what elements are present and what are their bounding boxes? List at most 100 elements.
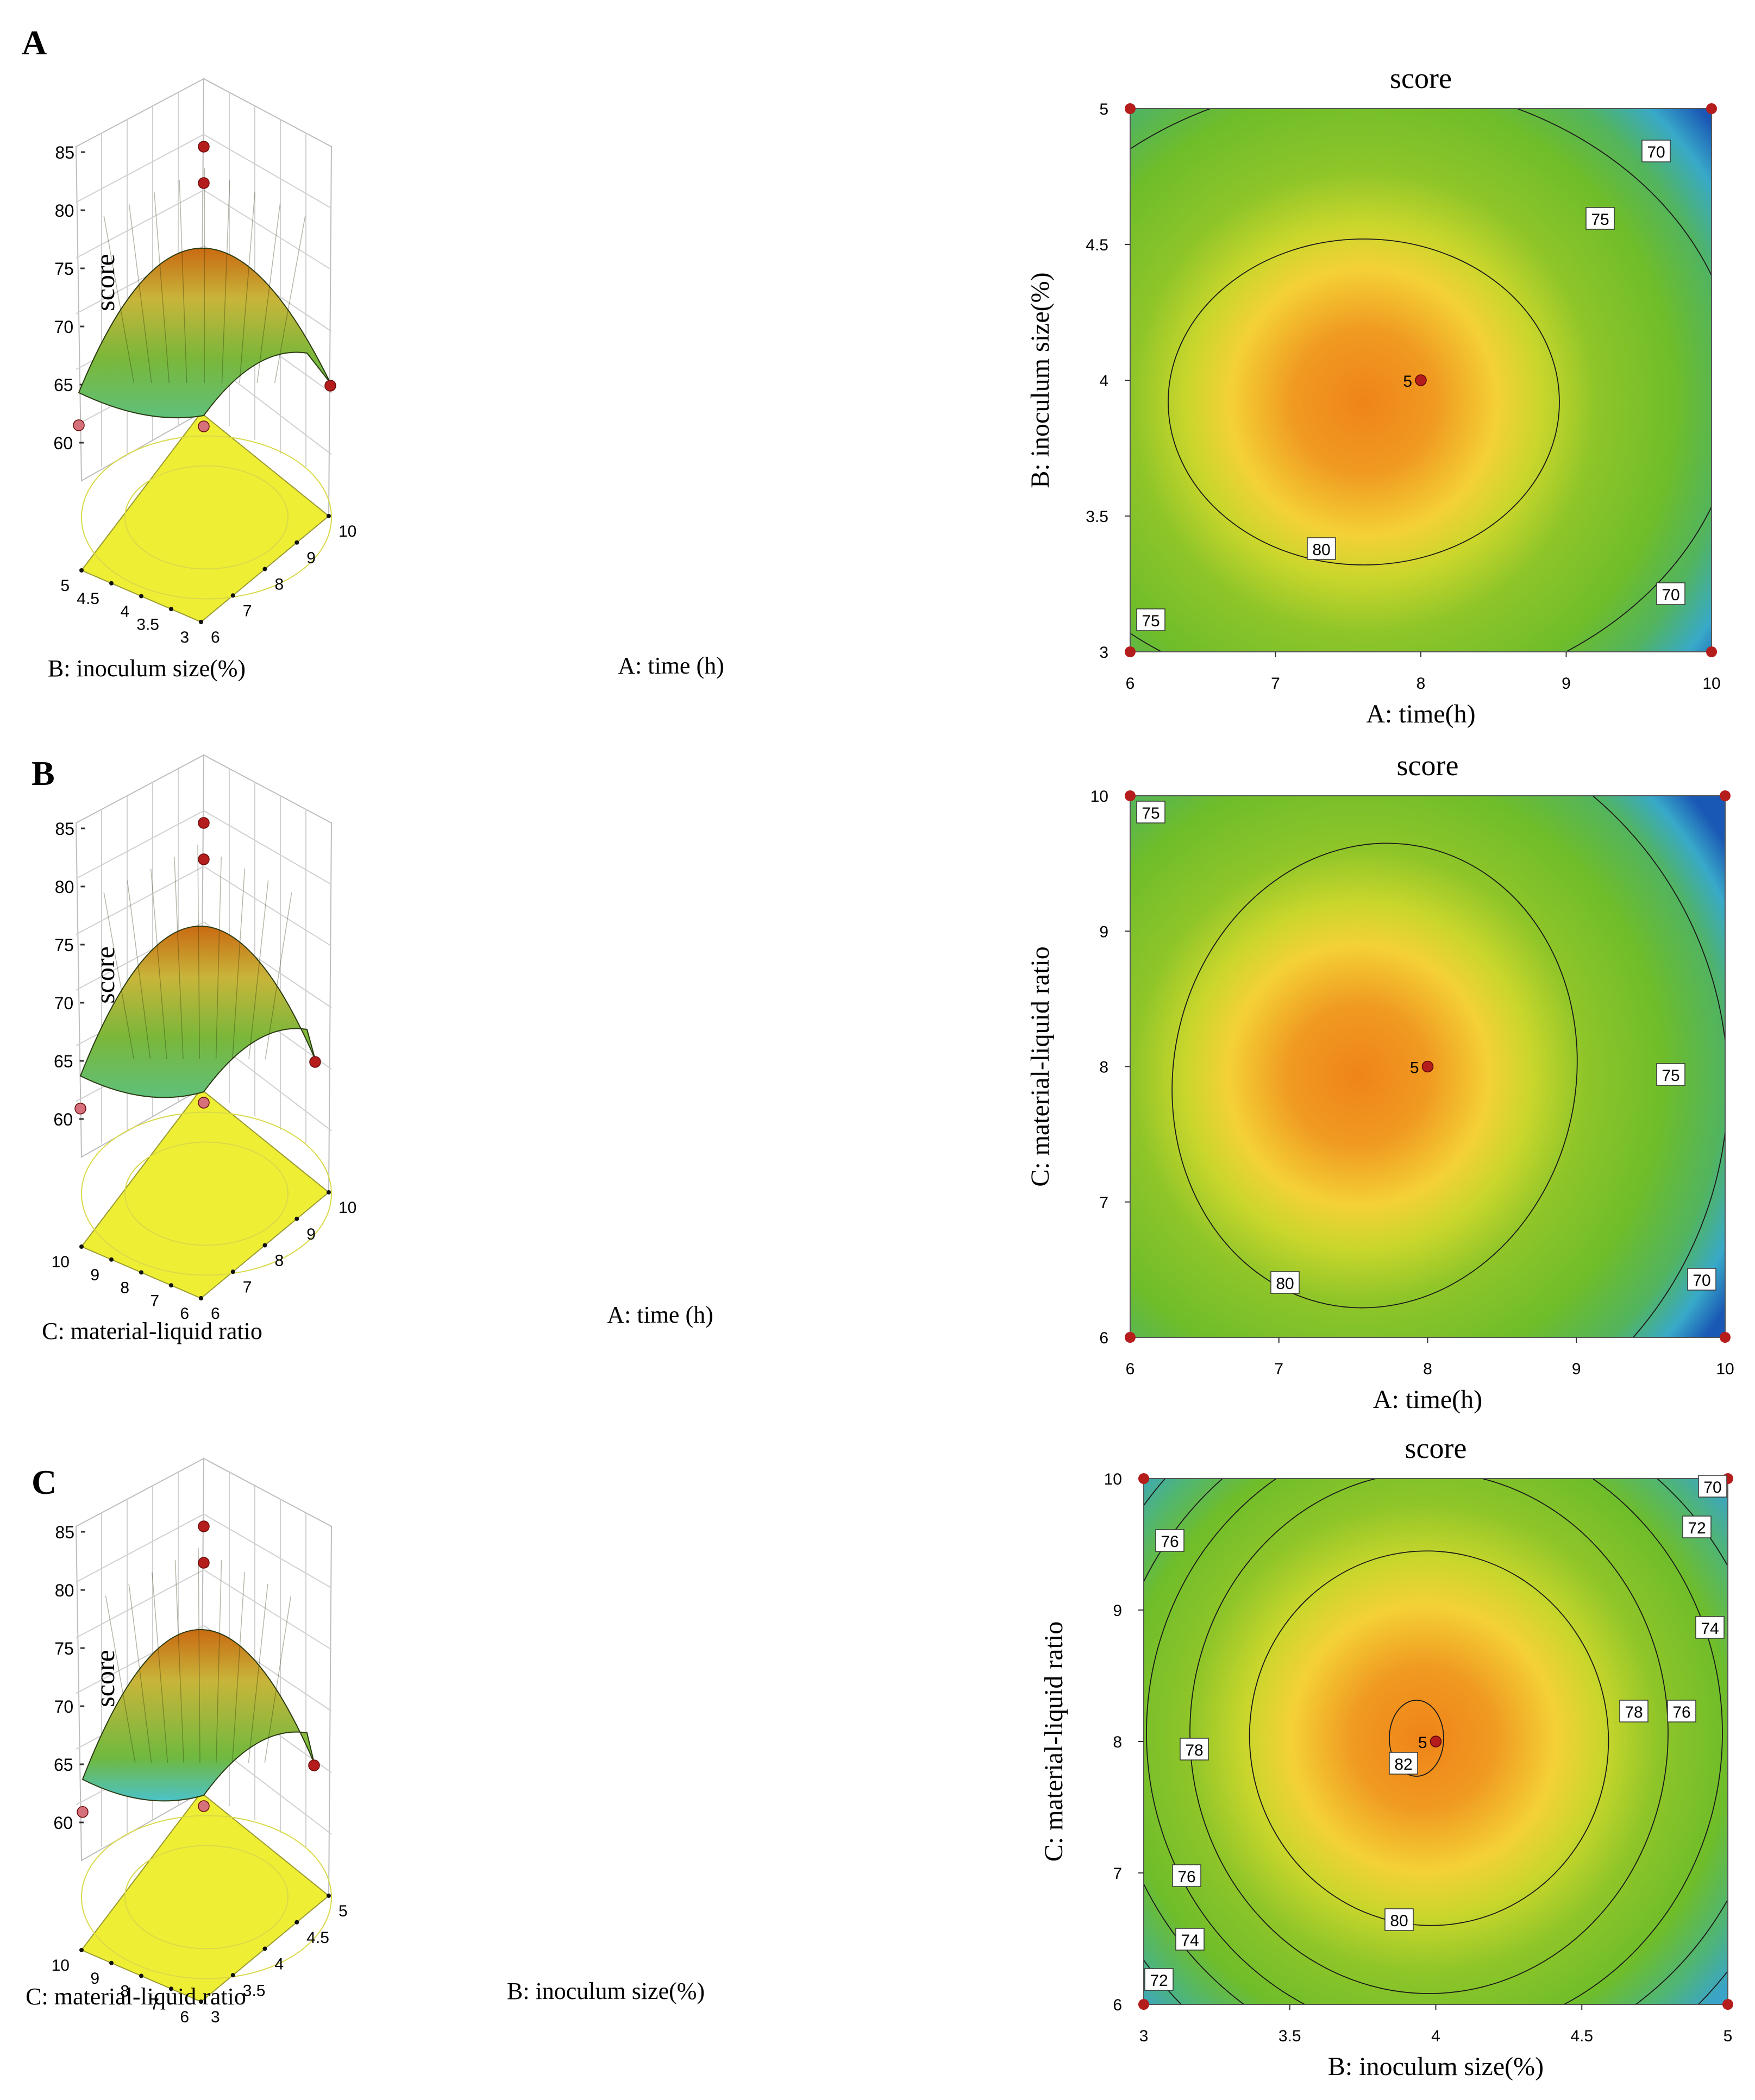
surface-plot-b: 60 65 70 75 80 85 score 6 7 8 9 10 6 7 8 9 10 A: time (h)… bbox=[42, 754, 713, 1344]
contour-label: 80 bbox=[1384, 1908, 1414, 1931]
center-point bbox=[1415, 374, 1427, 386]
x-tick-label: 9 bbox=[306, 1225, 316, 1243]
contour-label-box bbox=[1641, 140, 1671, 162]
mesh-line bbox=[221, 180, 230, 383]
y-tick-label: 4.5 bbox=[77, 590, 99, 608]
contour-label-box bbox=[1695, 1616, 1725, 1639]
x-axis-title: A: time (h) bbox=[607, 1302, 713, 1328]
mesh-line bbox=[274, 216, 306, 383]
contour-label-box bbox=[1180, 1738, 1209, 1761]
y-axis-title: C: material-liquid ratio bbox=[1039, 1621, 1068, 1862]
x-axis-title: B: inoculum size(%) bbox=[507, 1978, 705, 2004]
z-tick-label: 85 bbox=[55, 143, 74, 162]
mesh-line bbox=[103, 892, 135, 1060]
contour-label-text: 76 bbox=[1672, 1703, 1690, 1721]
mesh-line bbox=[232, 868, 246, 1060]
contour-label: 70 bbox=[1698, 1475, 1727, 1498]
y-tick-label: 10 bbox=[52, 1253, 70, 1271]
x-tick bbox=[262, 1946, 267, 1951]
y-tick-label: 6 bbox=[1099, 1329, 1108, 1347]
response-surface bbox=[79, 926, 316, 1098]
contour-label: 78 bbox=[1619, 1700, 1649, 1722]
x-tick-label: 4 bbox=[275, 1956, 284, 1973]
mesh-line bbox=[215, 856, 222, 1060]
mesh-line bbox=[231, 1571, 245, 1763]
design-point bbox=[198, 177, 210, 189]
z-axis-title: score bbox=[90, 254, 120, 311]
design-point bbox=[1138, 1999, 1149, 2010]
floor-contour bbox=[81, 1111, 332, 1276]
contour-label-text: 75 bbox=[1662, 1067, 1679, 1085]
grid-line bbox=[203, 134, 332, 209]
contour-label: 70 bbox=[1656, 582, 1685, 605]
y-tick-label: 8 bbox=[1113, 1733, 1122, 1751]
x-tick bbox=[327, 1190, 331, 1194]
x-tick bbox=[199, 620, 203, 624]
contour-label: 76 bbox=[1667, 1700, 1696, 1722]
design-point bbox=[198, 1557, 210, 1569]
contour-label-box bbox=[1656, 582, 1685, 605]
grid-line bbox=[203, 866, 332, 947]
response-surface bbox=[78, 247, 331, 419]
contour-label: 74 bbox=[1175, 1928, 1205, 1951]
contour-label: 70 bbox=[1687, 1268, 1716, 1291]
x-tick bbox=[199, 1296, 203, 1300]
x-tick bbox=[199, 2000, 203, 2004]
y-axis-title: C: material-liquid ratio bbox=[1026, 946, 1055, 1187]
contour-label-text: 76 bbox=[1177, 1868, 1195, 1886]
floor-contour bbox=[81, 435, 332, 600]
contour-line bbox=[1249, 1550, 1609, 1926]
y-tick bbox=[169, 1986, 173, 1991]
contour-line bbox=[1171, 842, 1578, 1309]
contour-label-text: 80 bbox=[1390, 1912, 1408, 1930]
y-tick-label: 7 bbox=[1099, 1194, 1108, 1212]
response-surface bbox=[82, 1629, 315, 1802]
x-tick-label: 4.5 bbox=[1570, 2027, 1593, 2045]
x-tick-label: 3.5 bbox=[1278, 2027, 1301, 2045]
x-tick-label: 10 bbox=[339, 1199, 356, 1217]
center-point-count: 5 bbox=[1403, 373, 1412, 391]
y-tick bbox=[79, 1948, 84, 1952]
y-axis-title: B: inoculum size(%) bbox=[48, 655, 246, 682]
mesh-line bbox=[216, 1560, 222, 1763]
center-point-count: 5 bbox=[1410, 1059, 1419, 1077]
contour-label: 75 bbox=[1585, 207, 1615, 230]
x-tick-label: 5 bbox=[339, 1902, 348, 1920]
x-tick-label: 8 bbox=[1423, 1360, 1432, 1378]
contour-label-text: 72 bbox=[1688, 1519, 1706, 1537]
contour-label: 78 bbox=[1180, 1738, 1209, 1761]
center-point bbox=[1421, 1060, 1434, 1073]
contour-label-text: 72 bbox=[1150, 1972, 1168, 1990]
contour-label: 72 bbox=[1144, 1968, 1174, 1991]
mesh-line bbox=[154, 192, 170, 383]
x-tick-label: 8 bbox=[275, 1252, 284, 1270]
grid-line bbox=[76, 134, 204, 203]
design-point bbox=[1125, 790, 1136, 801]
x-tick-label: 5 bbox=[1723, 2027, 1733, 2045]
surface-plot-c: 60 65 70 75 80 85 score 6 7 8 9 10 3 3.5 4 4.5 5 B: inocu… bbox=[26, 1457, 705, 2026]
y-tick bbox=[109, 1960, 114, 1965]
contour-line bbox=[1389, 1700, 1444, 1777]
mesh-line bbox=[248, 1583, 268, 1763]
contour-line bbox=[1146, 1479, 1723, 2004]
y-tick-label: 3.5 bbox=[136, 615, 159, 633]
contour-label-box bbox=[1585, 207, 1615, 230]
design-point bbox=[1706, 646, 1717, 657]
panel-letter-c: C bbox=[32, 1463, 57, 1501]
design-point bbox=[74, 1102, 86, 1115]
design-point bbox=[198, 1097, 210, 1109]
mesh-line bbox=[198, 1548, 200, 1763]
panel-letter-b: B bbox=[32, 754, 55, 793]
z-axis-title: score bbox=[90, 946, 120, 1004]
grid-line bbox=[76, 810, 204, 879]
contour-label-box bbox=[1389, 1752, 1418, 1775]
x-tick-label: 6 bbox=[1126, 675, 1135, 693]
y-tick-label: 6 bbox=[1113, 1996, 1122, 2014]
y-tick-label: 9 bbox=[90, 1970, 99, 1988]
contour-label-box bbox=[1175, 1928, 1205, 1951]
contour-label-box bbox=[1667, 1700, 1696, 1722]
x-tick bbox=[294, 1920, 299, 1925]
y-tick-label: 5 bbox=[60, 577, 70, 595]
